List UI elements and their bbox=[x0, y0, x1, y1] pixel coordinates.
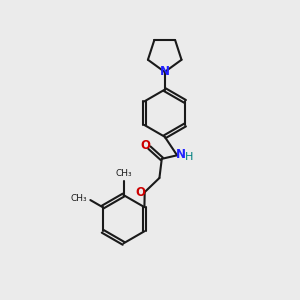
Text: N: N bbox=[160, 65, 170, 79]
Text: N: N bbox=[176, 148, 186, 161]
Text: CH₃: CH₃ bbox=[115, 169, 132, 178]
Text: CH₃: CH₃ bbox=[70, 194, 87, 203]
Text: O: O bbox=[136, 186, 146, 199]
Text: H: H bbox=[185, 152, 194, 162]
Text: O: O bbox=[140, 139, 150, 152]
